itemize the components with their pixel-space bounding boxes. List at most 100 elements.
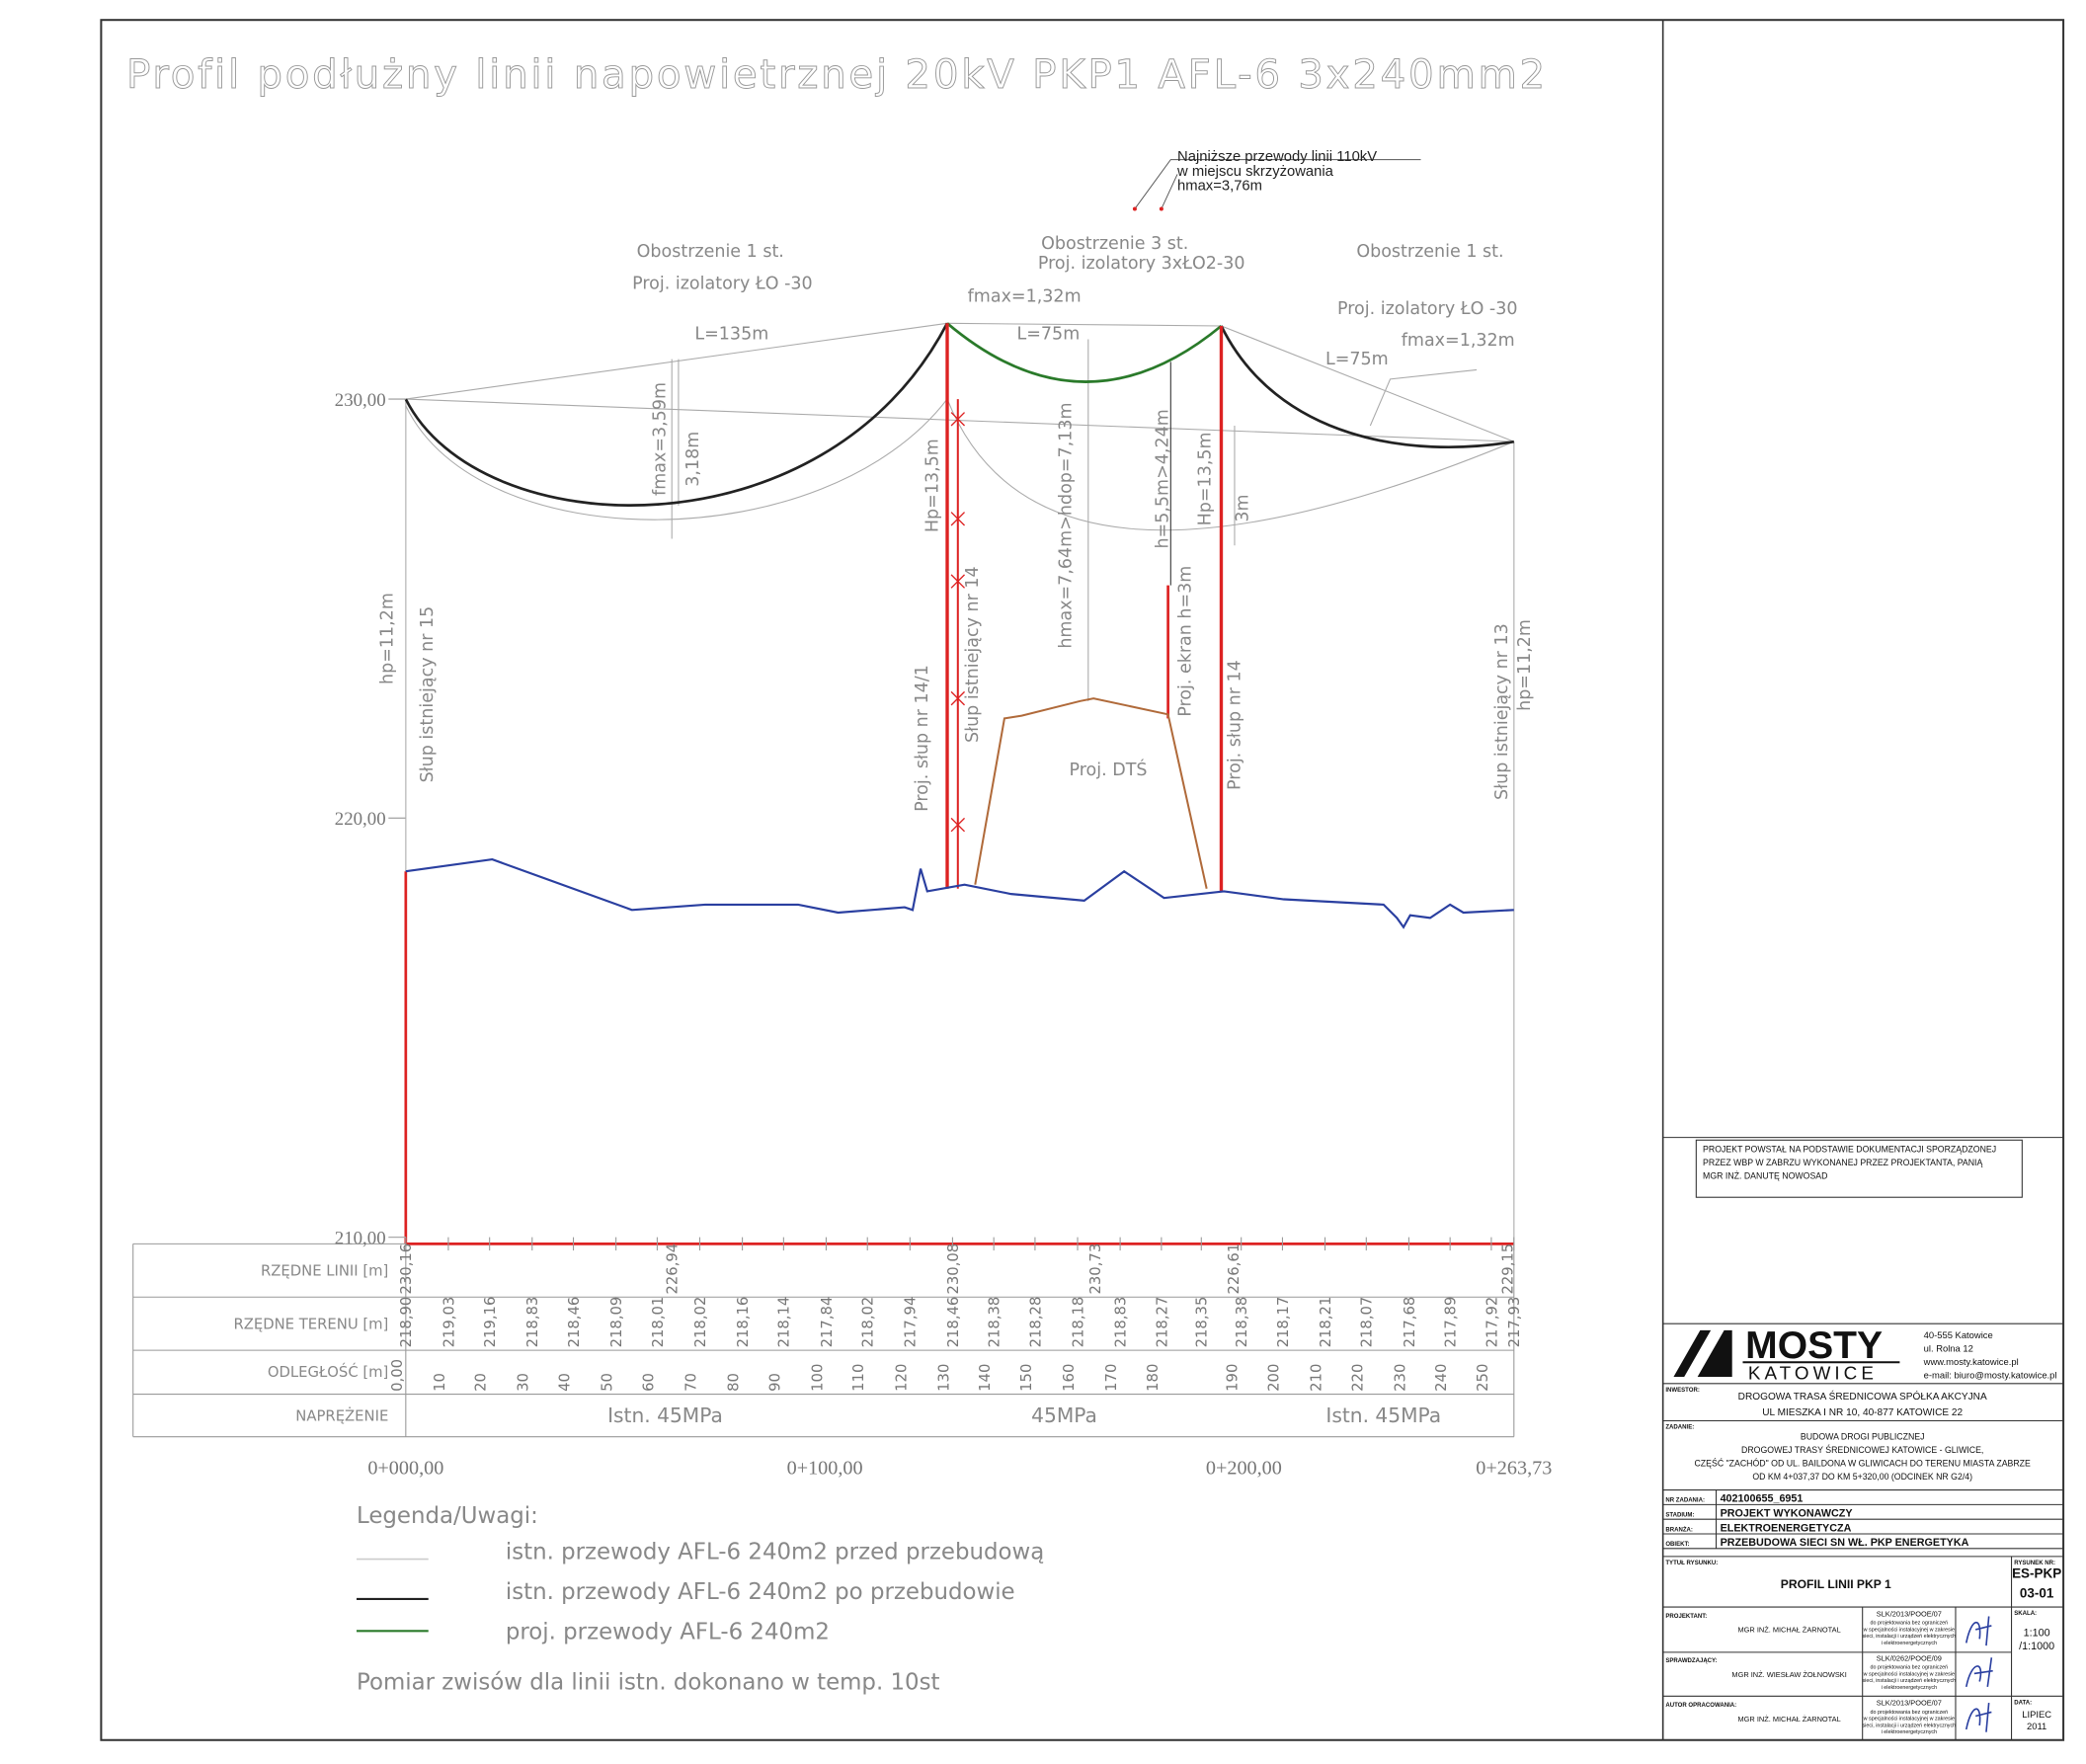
field-value: ELEKTROENERGETYCZA	[1721, 1522, 1852, 1534]
field-value: PRZEBUDOWA SIECI SN WŁ. PKP ENERGETYKA	[1721, 1537, 1969, 1549]
annotation: Obostrzenie 1 st.	[1356, 242, 1503, 262]
task: OD KM 4+037,37 DO KM 5+320,00 (ODCINEK N…	[1752, 1472, 1972, 1482]
table-frame	[132, 1243, 1515, 1438]
annotation: hp=11,2m	[1515, 619, 1535, 711]
terrain-level: 218,21	[1318, 1297, 1334, 1348]
person-name: MGR INŻ. MICHAŁ ŻARNOTAL	[1738, 1626, 1841, 1635]
terrain-level: 218,07	[1359, 1297, 1376, 1348]
annotation: Słup istniejący nr 15	[418, 606, 438, 783]
terrain-level: 218,35	[1194, 1297, 1211, 1348]
person-licence: SLK/2013/POOE/07	[1877, 1609, 1942, 1618]
crossing-note: w miejscu skrzyżowania	[1176, 164, 1334, 180]
distance-label: 120	[893, 1364, 910, 1392]
legend-item: istn. przewody AFL-6 240m2 przed przebud…	[506, 1540, 1044, 1565]
distance-label: 90	[766, 1373, 783, 1392]
terrain-level: 218,27	[1154, 1297, 1170, 1348]
terrain-level: 218,18	[1070, 1297, 1086, 1348]
company-address: ul. Rolna 12	[1924, 1342, 1973, 1353]
tension-label: 45MPa	[1031, 1403, 1097, 1427]
annotation: Słup istniejący nr 14	[963, 566, 983, 743]
task: CZĘŚĆ "ZACHÓD" OD UL. BAILDONA W GLIWICA…	[1695, 1457, 2032, 1468]
field-value: PROJEKT WYKONAWCZY	[1721, 1507, 1853, 1519]
row-label: RZĘDNE TERENU [m]	[233, 1317, 388, 1333]
person-scope: do projektowania bez ograniczeń	[1871, 1710, 1949, 1716]
chainage-label: 0+000,00	[367, 1457, 443, 1479]
annotation: fmax=1,32m	[1402, 331, 1515, 351]
terrain-level: 218,90	[398, 1297, 415, 1348]
terrain-level: 217,89	[1443, 1297, 1460, 1348]
field-label: STADIUM:	[1665, 1512, 1694, 1518]
person-licence: SLK/0262/POOE/09	[1877, 1654, 1942, 1663]
terrain-level: 217,92	[1484, 1297, 1500, 1348]
investor: DROGOWA TRASA ŚREDNICOWA SPÓŁKA AKCYJNA	[1738, 1390, 1987, 1403]
annotation: hp=11,2m	[377, 593, 397, 684]
terrain-level: 217,68	[1402, 1297, 1418, 1348]
distance-label: 70	[682, 1373, 699, 1392]
terrain-level: 217,84	[819, 1297, 836, 1348]
elevation-label: 230,00	[335, 390, 386, 411]
annotation: hmax=7,64m>hdop=7,13m	[1056, 402, 1076, 648]
person-scope: sieci, instalacji i urządzeń elektryczny…	[1862, 1723, 1956, 1728]
line-level: 230,08	[945, 1243, 962, 1295]
terrain-level: 218,46	[566, 1297, 583, 1348]
terrain-level: 218,09	[608, 1297, 625, 1348]
annotation: Proj. DTŚ	[1069, 759, 1147, 780]
field-label: SKALA:	[2014, 1611, 2037, 1617]
distance-label: 130	[935, 1364, 952, 1392]
distance-label: 210	[1309, 1364, 1325, 1392]
distance-label: 40	[557, 1373, 574, 1392]
distance-label: 230	[1392, 1364, 1408, 1392]
annotation: 3,18m	[683, 432, 703, 487]
terrain-level: 218,14	[776, 1297, 793, 1348]
pole-crosses	[950, 412, 966, 833]
source-note: PRZEZ WBP W ZABRZU WYKONANEJ PRZEZ PROJE…	[1703, 1158, 1982, 1167]
line-level: 229,15	[1499, 1243, 1516, 1295]
distance-label: 250	[1475, 1364, 1491, 1392]
existing-wire	[1220, 325, 1515, 449]
distance-label: 20	[473, 1373, 490, 1392]
line-level: 226,61	[1226, 1243, 1243, 1295]
person-scope: i elektroenergetycznych	[1882, 1729, 1937, 1735]
tension-label: Istn. 45MPa	[1325, 1403, 1441, 1427]
title-block-frame	[1662, 1137, 2064, 1740]
distance-label: 200	[1265, 1364, 1282, 1392]
drawing-number: ES-PKP	[2012, 1565, 2061, 1580]
annotation: 3m	[1233, 494, 1252, 521]
person-role: PROJEKTANT:	[1665, 1614, 1707, 1620]
annotation: Słup istniejący nr 13	[1492, 623, 1512, 800]
crossing-note: Najniższe przewody linii 110kV	[1177, 149, 1377, 165]
investor: UL MIESZKA I NR 10, 40-877 KATOWICE 22	[1762, 1407, 1963, 1418]
existing-wire	[404, 322, 949, 507]
distance-label: 60	[640, 1373, 657, 1392]
line-level: 230,16	[398, 1243, 415, 1295]
date: 2011	[2027, 1721, 2046, 1731]
person-scope: w specjalności instalacyjnej w zakresie	[1863, 1671, 1955, 1677]
distance-label: 150	[1018, 1364, 1035, 1392]
annotation: Proj. ekran h=3m	[1176, 566, 1196, 717]
person-role: SPRAWDZAJĄCY:	[1665, 1658, 1717, 1664]
station-outline	[974, 697, 1208, 889]
row-label: ODLEGŁOŚĆ [m]	[268, 1363, 388, 1381]
terrain-level: 218,83	[524, 1297, 541, 1348]
field-value: 402100655_6951	[1721, 1493, 1804, 1505]
line-level: 226,94	[665, 1243, 682, 1295]
field-label: RYSUNEK NR:	[2014, 1561, 2055, 1566]
terrain-level: 218,28	[1027, 1297, 1044, 1348]
field-label: OBIEKT:	[1665, 1542, 1689, 1548]
row-label: NAPRĘŻENIE	[295, 1406, 388, 1424]
company-address: 40-555 Katowice	[1924, 1329, 1993, 1340]
company-address: e-mail: biuro@mosty.katowice.pl	[1924, 1369, 2057, 1380]
person-scope: i elektroenergetycznych	[1882, 1641, 1937, 1646]
distance-label: 80	[726, 1373, 743, 1392]
scale: 1:100	[2024, 1628, 2050, 1640]
crossing-point	[1159, 206, 1163, 211]
drawing-number: 03-01	[2020, 1586, 2054, 1601]
distance-label: 100	[809, 1364, 826, 1392]
annotation: L=75m	[1017, 324, 1081, 344]
old-wires	[405, 322, 1515, 701]
annotation: Proj. izolatory ŁO -30	[632, 274, 813, 293]
terrain-level: 219,03	[441, 1297, 457, 1348]
distance-label: 30	[516, 1373, 532, 1392]
